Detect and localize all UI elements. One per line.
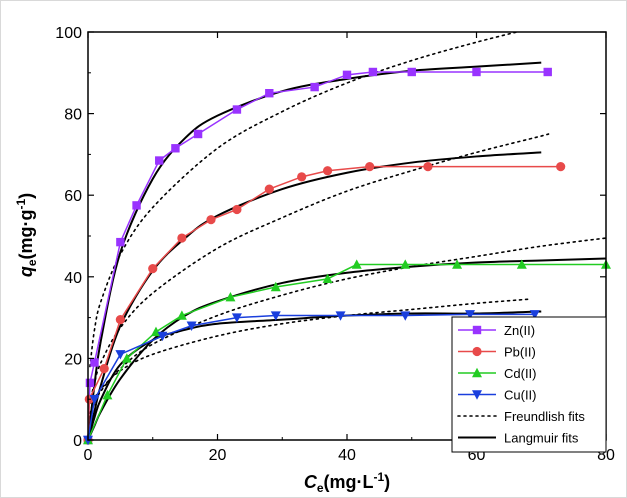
data-point-pbii bbox=[264, 184, 274, 194]
y-tick-label: 60 bbox=[64, 188, 82, 205]
y-tick-label: 20 bbox=[64, 351, 82, 368]
data-point-cdii bbox=[121, 353, 132, 363]
data-point-cdii bbox=[225, 292, 236, 302]
legend-marker-pbii bbox=[472, 346, 482, 357]
data-point-znii bbox=[85, 378, 95, 388]
data-point-cuii bbox=[465, 310, 476, 320]
data-point-cuii bbox=[270, 311, 281, 321]
data-point-cuii bbox=[89, 395, 100, 405]
x-tick-label: 0 bbox=[84, 447, 93, 464]
data-point-pbii bbox=[232, 204, 242, 215]
x-axis-title-main: C bbox=[304, 472, 318, 492]
data-point-pbii bbox=[423, 162, 433, 172]
data-point-cuii bbox=[186, 321, 197, 331]
x-axis-title-sup: -1 bbox=[374, 470, 385, 484]
data-point-cdii bbox=[516, 259, 527, 269]
data-point-cdii bbox=[102, 389, 113, 400]
x-axis-title-sub: e bbox=[317, 481, 324, 495]
series-pbii bbox=[83, 162, 566, 445]
legend-marker-znii bbox=[472, 325, 482, 335]
freundlish-fit-curve-pbii bbox=[89, 133, 550, 405]
data-point-cdii bbox=[322, 273, 333, 284]
y-tick-label: 80 bbox=[64, 107, 82, 124]
data-point-znii bbox=[543, 67, 552, 77]
data-point-cdii bbox=[400, 259, 411, 269]
data-point-pbii bbox=[115, 315, 125, 325]
data-series bbox=[83, 67, 611, 446]
data-point-cuii bbox=[231, 313, 242, 323]
data-point-cuii bbox=[115, 350, 126, 360]
x-axis-title-unit: (mg·L bbox=[324, 472, 374, 492]
y-axis-title-sub: e bbox=[25, 259, 39, 266]
legend-marker-cdii bbox=[472, 367, 482, 378]
data-point-znii bbox=[368, 67, 378, 77]
data-point-cuii bbox=[529, 310, 540, 320]
series-cdii bbox=[83, 259, 611, 445]
series-znii bbox=[83, 67, 552, 445]
data-point-znii bbox=[171, 144, 180, 153]
data-point-pbii bbox=[556, 162, 566, 172]
data-point-cdii bbox=[150, 326, 161, 337]
series-line-pbii bbox=[87, 165, 561, 441]
data-point-znii bbox=[472, 67, 481, 77]
legend-marker-cuii bbox=[472, 390, 482, 400]
x-tick-label: 40 bbox=[338, 447, 356, 464]
y-axis-title-main: q bbox=[16, 266, 36, 277]
data-point-znii bbox=[232, 105, 242, 114]
freundlish-fit-curve-znii bbox=[89, 32, 521, 368]
data-point-cdii bbox=[452, 259, 463, 269]
data-point-cuii bbox=[400, 311, 411, 321]
legend: Zn(II) Pb(II) Cd(II) Cu(II) Freundlish fits L… bbox=[451, 316, 607, 453]
y-tick-label: 100 bbox=[55, 25, 82, 42]
x-axis-title-close: ) bbox=[384, 472, 390, 492]
y-axis-title: qe(mg·g-1) bbox=[14, 193, 39, 277]
y-axis-ticks: 0 20 40 60 80 100 bbox=[55, 25, 606, 450]
data-point-znii bbox=[90, 358, 99, 367]
data-point-znii bbox=[132, 201, 141, 210]
langmuir-fit-curve-znii bbox=[88, 61, 542, 440]
y-axis-title-unit: (mg·g bbox=[16, 210, 36, 260]
y-tick-label: 0 bbox=[73, 433, 82, 450]
data-point-cuii bbox=[157, 331, 168, 342]
data-point-znii bbox=[155, 156, 164, 165]
data-point-znii bbox=[116, 237, 125, 247]
data-point-pbii bbox=[177, 233, 187, 243]
data-point-pbii bbox=[322, 166, 333, 176]
data-point-znii bbox=[310, 82, 319, 92]
data-point-pbii bbox=[99, 364, 109, 374]
series-cuii bbox=[83, 310, 540, 446]
legend-label-znii: Zn(II) bbox=[504, 323, 535, 338]
data-point-pbii bbox=[206, 215, 216, 225]
data-point-cdii bbox=[270, 281, 281, 292]
legend-label-cdii: Cd(II) bbox=[504, 366, 537, 381]
y-axis-title-sup: -1 bbox=[14, 199, 28, 210]
data-point-pbii bbox=[148, 264, 158, 274]
data-point-znii bbox=[407, 67, 416, 77]
legend-label-langmuir-fits: Langmuir fits bbox=[504, 431, 579, 446]
data-point-znii bbox=[193, 129, 203, 139]
legend-label-pbii: Pb(II) bbox=[504, 345, 536, 360]
legend-label-cuii: Cu(II) bbox=[504, 388, 537, 403]
x-tick-label: 20 bbox=[209, 447, 227, 464]
legend-label-freundlish-fits: Freundlish fits bbox=[504, 409, 585, 424]
data-point-cdii bbox=[351, 259, 362, 269]
langmuir-fit-curve-cuii bbox=[88, 310, 542, 440]
data-point-cdii bbox=[176, 310, 187, 320]
plot-area bbox=[83, 32, 611, 446]
y-axis-title-close: ) bbox=[16, 193, 36, 199]
data-point-cuii bbox=[335, 311, 346, 321]
data-point-pbii bbox=[297, 172, 307, 182]
y-tick-label: 40 bbox=[64, 270, 82, 287]
data-point-pbii bbox=[365, 162, 375, 172]
x-axis-title: Ce(mg·L-1) bbox=[304, 470, 390, 495]
legend-box bbox=[451, 316, 607, 453]
data-point-znii bbox=[265, 89, 274, 98]
data-point-znii bbox=[342, 70, 352, 80]
series-line-znii bbox=[87, 71, 548, 441]
